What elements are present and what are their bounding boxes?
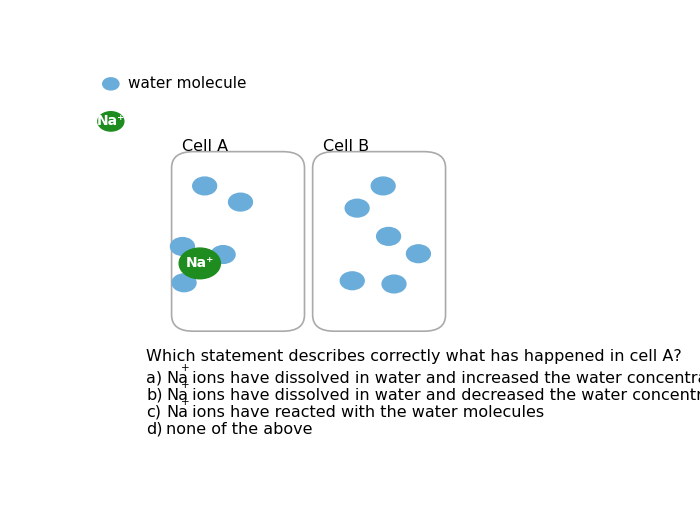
Circle shape xyxy=(371,177,395,195)
Circle shape xyxy=(340,272,364,290)
Text: ions have reacted with the water molecules: ions have reacted with the water molecul… xyxy=(187,405,544,420)
Circle shape xyxy=(193,177,216,195)
Circle shape xyxy=(172,274,196,292)
Text: Na: Na xyxy=(166,405,188,420)
Text: Cell B: Cell B xyxy=(323,139,370,154)
Circle shape xyxy=(345,199,369,217)
Text: d): d) xyxy=(146,422,162,436)
Text: +: + xyxy=(181,397,190,407)
Circle shape xyxy=(171,237,195,255)
FancyBboxPatch shape xyxy=(172,151,304,331)
Circle shape xyxy=(179,248,220,279)
Circle shape xyxy=(228,193,253,211)
Text: +: + xyxy=(181,364,190,374)
Text: c): c) xyxy=(146,405,161,420)
Circle shape xyxy=(103,78,119,90)
Text: Na: Na xyxy=(166,371,188,386)
Text: none of the above: none of the above xyxy=(166,422,313,436)
Circle shape xyxy=(98,112,124,131)
Text: Na⁺: Na⁺ xyxy=(97,114,125,128)
Circle shape xyxy=(377,227,400,245)
Text: Na⁺: Na⁺ xyxy=(186,256,214,270)
Text: Which statement describes correctly what has happened in cell A?: Which statement describes correctly what… xyxy=(146,350,682,364)
Circle shape xyxy=(382,275,406,293)
Text: a): a) xyxy=(146,371,162,386)
FancyBboxPatch shape xyxy=(313,151,445,331)
Circle shape xyxy=(407,245,430,263)
Text: Na: Na xyxy=(166,388,188,402)
Text: water molecule: water molecule xyxy=(128,77,246,91)
Circle shape xyxy=(211,246,235,264)
Text: ions have dissolved in water and increased the water concentration: ions have dissolved in water and increas… xyxy=(187,371,700,386)
Text: b): b) xyxy=(146,388,162,402)
Text: Cell A: Cell A xyxy=(183,139,229,154)
Text: ions have dissolved in water and decreased the water concentration: ions have dissolved in water and decreas… xyxy=(187,388,700,402)
Text: +: + xyxy=(181,380,190,390)
